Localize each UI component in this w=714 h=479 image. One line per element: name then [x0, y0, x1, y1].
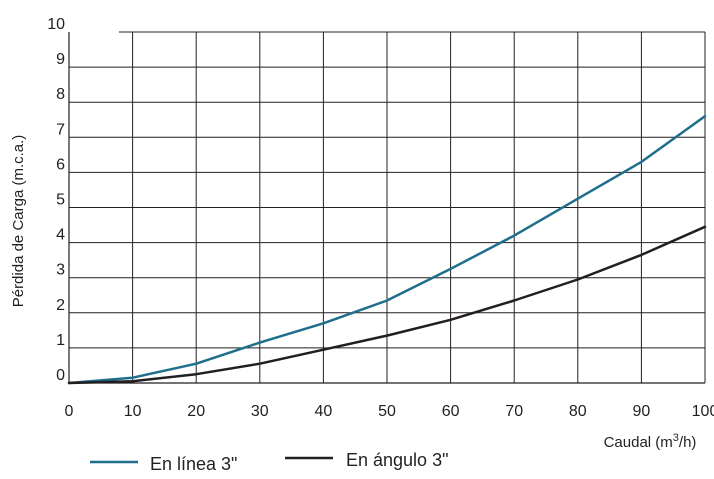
y-axis-label: Pérdida de Carga (m.c.a.) — [10, 135, 27, 308]
y-tick-label: 4 — [56, 227, 65, 244]
y-tick-label: 9 — [56, 51, 65, 68]
x-axis-label-sup: 3 — [673, 432, 679, 444]
x-axis-label: Caudal (m3/h) — [604, 432, 697, 451]
x-tick-label: 50 — [378, 403, 396, 420]
series-line-0 — [67, 114, 707, 385]
legend: En línea 3" En ángulo 3" — [90, 450, 448, 474]
x-tick-label: 70 — [505, 403, 523, 420]
y-tick-label: 3 — [56, 262, 65, 279]
y-tick-label: 10 — [47, 16, 65, 33]
x-tick-label: 20 — [187, 403, 205, 420]
y-tick-label: 2 — [56, 297, 65, 314]
tick-labels: 0 10 20 30 40 50 60 70 80 90 100 0 1 2 3 4 5 6 7 8 9 10 — [47, 16, 714, 420]
y-tick-label: 0 — [56, 367, 65, 384]
x-tick-label: 80 — [569, 403, 587, 420]
legend-label-en-angulo: En ángulo 3" — [346, 450, 448, 470]
series-line-1 — [67, 225, 707, 385]
y-tick-label: 1 — [56, 332, 65, 349]
y-tick-label: 7 — [56, 121, 65, 138]
x-tick-label: 30 — [251, 403, 269, 420]
y-tick-label: 6 — [56, 156, 65, 173]
series-lines — [67, 114, 707, 385]
x-tick-label: 40 — [315, 403, 333, 420]
x-tick-label: 60 — [442, 403, 460, 420]
x-axis-label-prefix: Caudal (m — [604, 434, 673, 451]
legend-label-en-linea: En línea 3" — [150, 454, 237, 474]
x-axis-label-suffix: /h) — [679, 434, 697, 451]
x-tick-label: 10 — [124, 403, 142, 420]
y-tick-label: 8 — [56, 86, 65, 103]
x-tick-label: 90 — [633, 403, 651, 420]
y-tick-label: 5 — [56, 192, 65, 209]
x-tick-label: 100 — [692, 403, 714, 420]
grid-lines — [68, 31, 706, 384]
x-tick-label: 0 — [65, 403, 74, 420]
